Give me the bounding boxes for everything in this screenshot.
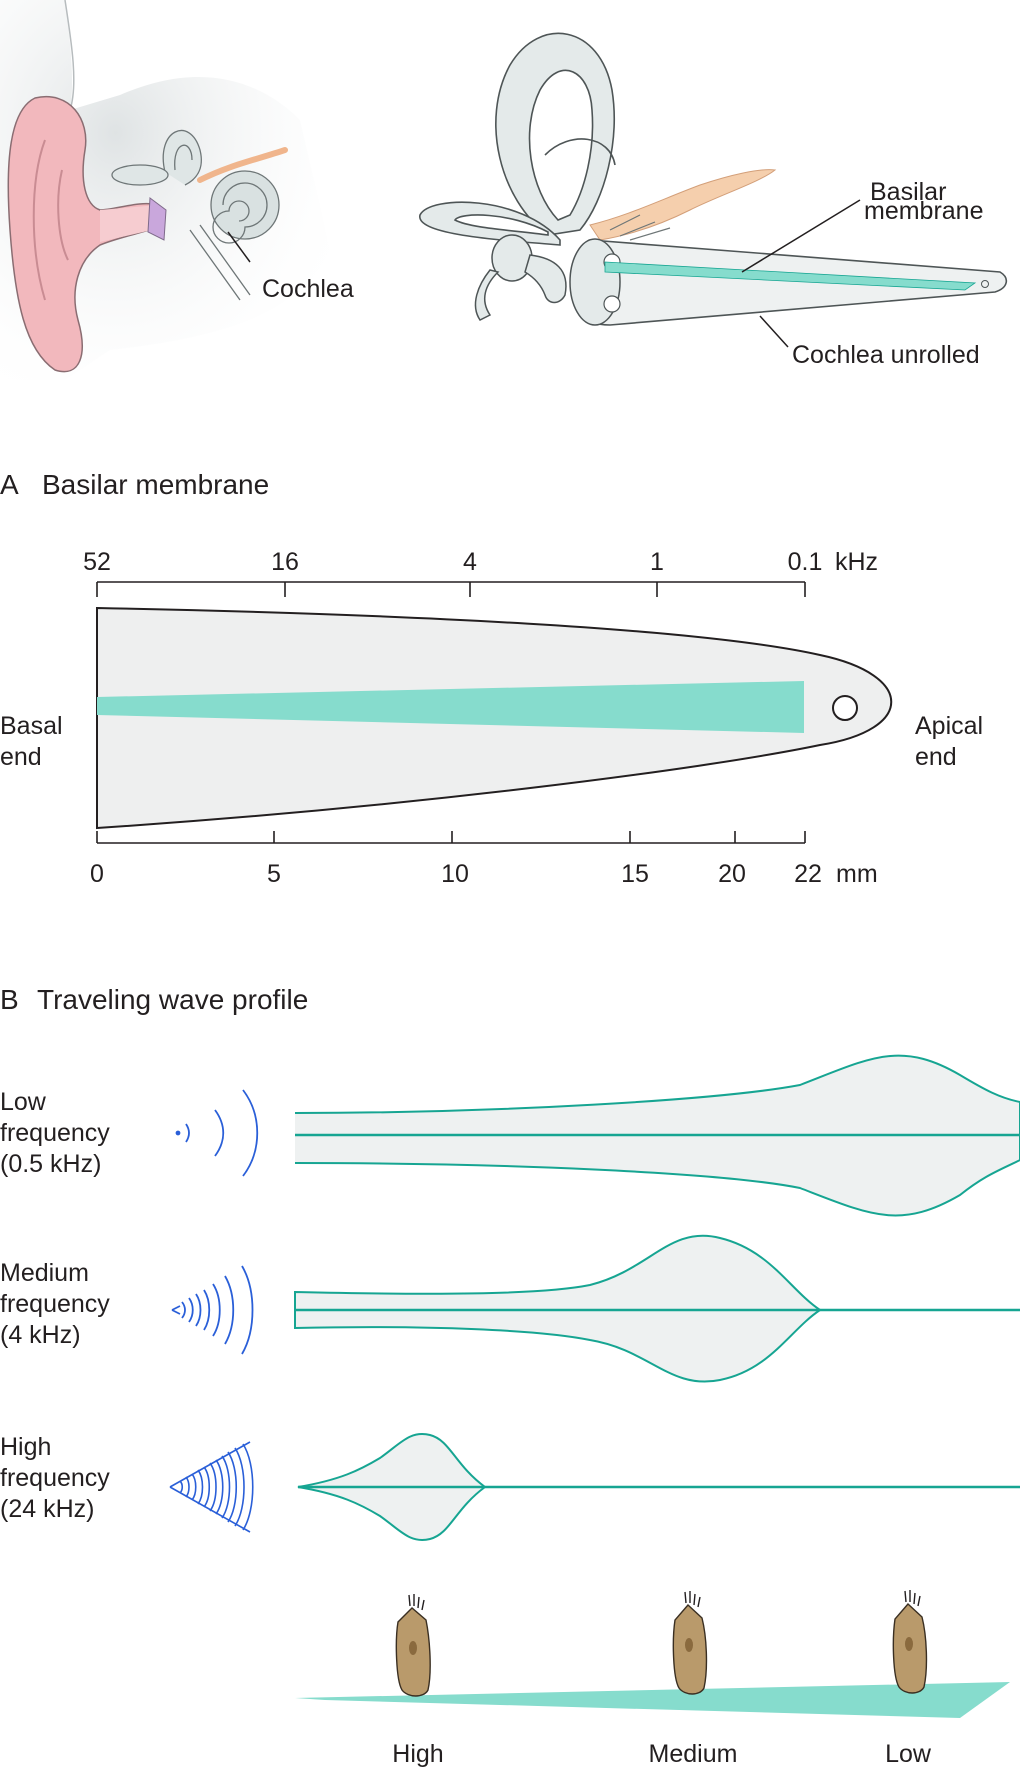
freq-tick-1: 1	[650, 548, 664, 576]
high-row-line1: High	[0, 1433, 51, 1461]
head-silhouette	[0, 0, 330, 380]
dist-tick-22: 22	[794, 860, 822, 888]
hair-cell-medium	[672, 1591, 708, 1695]
panel-a-letter: A	[0, 469, 19, 500]
panel-b: B Traveling wave profile Low frequency (…	[0, 984, 1020, 1768]
basal-end-line2: end	[0, 743, 42, 771]
low-row-line3: (0.5 kHz)	[0, 1150, 101, 1178]
auditory-nerve-small	[197, 147, 288, 183]
dist-tick-15: 15	[621, 860, 649, 888]
apical-end-line2: end	[915, 743, 957, 771]
dist-tick-5: 5	[267, 860, 281, 888]
freq-tick-0-1: 0.1	[788, 548, 823, 576]
hair-cell-label-low: Low	[885, 1740, 932, 1768]
dist-tick-0: 0	[90, 860, 104, 888]
high-row-line2: frequency	[0, 1464, 110, 1492]
eardrum	[147, 197, 167, 241]
freq-tick-4: 4	[463, 548, 477, 576]
dist-tick-20: 20	[718, 860, 746, 888]
ear-illustration: Cochlea	[0, 0, 354, 380]
basilar-membrane-small	[604, 261, 977, 291]
freq-tick-52: 52	[83, 548, 111, 576]
middle-ear-ossicles	[474, 234, 567, 321]
hair-cell-label-high: High	[392, 1740, 443, 1768]
frequency-unit: kHz	[835, 548, 878, 576]
panel-b-letter: B	[0, 984, 19, 1015]
basal-end-line1: Basal	[0, 712, 63, 740]
helicotrema	[832, 695, 858, 721]
basilar-label-line1: Basilar	[870, 178, 946, 206]
vestibulocochlear-nerve	[589, 169, 777, 241]
ear-canal	[100, 205, 160, 242]
medium-wave-envelope	[294, 1234, 822, 1383]
medium-sound-wave-icon	[171, 1265, 254, 1355]
panel-a: A Basilar membrane 52 16 4 1 0.1 kHz Bas…	[0, 469, 983, 888]
basilar-membrane-band	[97, 681, 804, 733]
semicircular-canals	[419, 32, 616, 246]
panel-a-title: Basilar membrane	[42, 469, 269, 500]
medium-row-line1: Medium	[0, 1259, 89, 1287]
cochlea-label: Cochlea	[262, 275, 354, 303]
inner-ear-small	[111, 129, 280, 301]
dist-tick-10: 10	[441, 860, 469, 888]
unrolled-cochlea-illustration: Basilar membrane Cochlea unrolled	[419, 32, 1008, 369]
hair-cell-high	[395, 1594, 431, 1697]
outer-ear	[7, 95, 161, 373]
high-row-line3: (24 kHz)	[0, 1495, 94, 1523]
low-row-line2: frequency	[0, 1119, 110, 1147]
low-sound-wave-icon	[175, 1089, 259, 1177]
hair-cell-membrane-strip	[295, 1682, 1010, 1718]
basilar-label-line2: membrane	[864, 197, 984, 225]
medium-row-line2: frequency	[0, 1290, 110, 1318]
distance-unit: mm	[836, 860, 878, 888]
cochlea-unrolled-label: Cochlea unrolled	[792, 341, 980, 369]
freq-tick-16: 16	[271, 548, 299, 576]
low-row-line1: Low	[0, 1088, 47, 1116]
hair-cell-low	[892, 1590, 928, 1694]
apical-end-line1: Apical	[915, 712, 983, 740]
hair-cell-label-medium: Medium	[649, 1740, 738, 1768]
frequency-scale	[96, 581, 806, 597]
panel-b-title: Traveling wave profile	[37, 984, 308, 1015]
high-sound-wave-icon	[169, 1441, 254, 1533]
distance-scale	[96, 831, 806, 844]
medium-row-line3: (4 kHz)	[0, 1321, 81, 1349]
